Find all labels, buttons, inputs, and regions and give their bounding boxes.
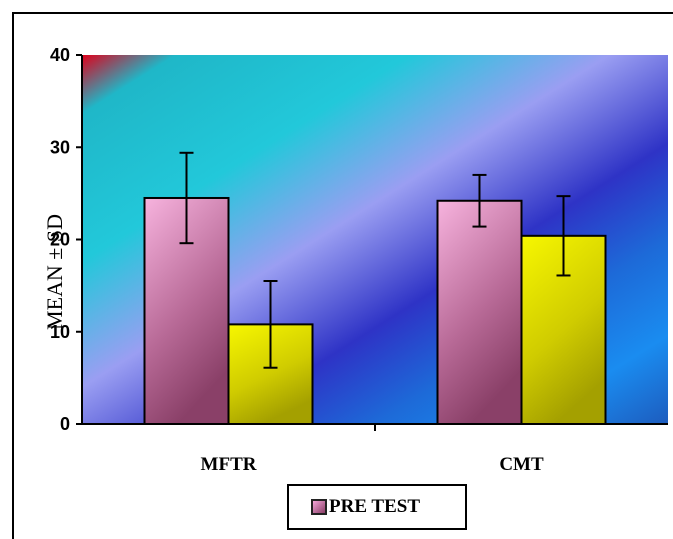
legend: PRE TEST	[287, 484, 467, 530]
y-tick-label: 20	[50, 230, 70, 250]
y-tick-label: 0	[60, 414, 70, 434]
legend-swatch	[311, 499, 327, 515]
bar	[436, 199, 523, 425]
bar	[520, 234, 607, 425]
y-axis-title: MEAN ± SD	[42, 214, 67, 330]
y-tick-label: 30	[50, 137, 70, 157]
legend-label: PRE TEST	[329, 496, 420, 517]
y-tick-label: 40	[50, 45, 70, 65]
y-tick-label: 10	[50, 322, 70, 342]
x-category-label: CMT	[499, 454, 544, 475]
chart-frame	[12, 12, 673, 539]
tick-labels: 0 10 20 30 40 MFTR CMT	[50, 45, 544, 475]
error-bars	[179, 151, 571, 369]
bar	[227, 323, 314, 425]
x-category-label: MFTR	[201, 454, 257, 475]
